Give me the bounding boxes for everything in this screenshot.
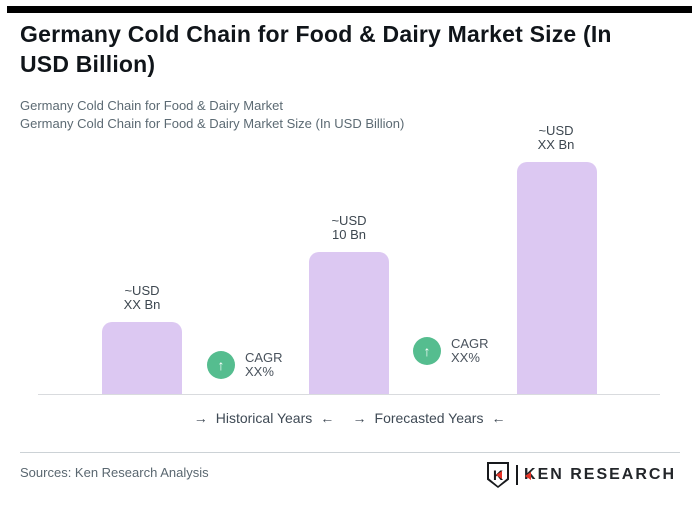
cagr-value: XX% — [451, 350, 480, 365]
cagr-label: CAGR — [245, 350, 283, 365]
up-arrow-glyph: ↑ — [423, 343, 431, 359]
bar-value-line: XX Bn — [537, 137, 575, 152]
cagr-badge-text: CAGR XX% — [245, 351, 283, 379]
top-black-bar — [7, 6, 692, 13]
emblem-red-arrow-icon — [496, 471, 502, 479]
cagr-value: XX% — [245, 364, 274, 379]
cagr-label: CAGR — [451, 336, 489, 351]
bar-value-line: ~USD — [124, 283, 160, 298]
bar-value-line: ~USD — [538, 123, 574, 138]
bar-value-line: XX Bn — [123, 297, 161, 312]
up-arrow-icon: ↑ — [413, 337, 441, 365]
left-arrow-icon: ← — [491, 410, 506, 426]
logo-separator — [516, 465, 518, 485]
up-arrow-glyph: ↑ — [217, 357, 225, 373]
footer-divider — [20, 452, 680, 453]
axis-group-label: Historical Years — [215, 410, 313, 426]
ken-research-logo: K K EN RESEARCH — [487, 461, 676, 489]
page-title-line1: Germany Cold Chain for Food & Dairy Mark… — [20, 21, 612, 47]
wordmark-red-arrow-icon — [524, 472, 531, 480]
sources-note: Sources: Ken Research Analysis — [20, 465, 209, 480]
logo-wordmark: K EN RESEARCH — [524, 466, 676, 484]
bar-value-line: ~USD — [331, 213, 367, 228]
bar-forecast — [517, 162, 597, 394]
chart-subtitle-line1: Germany Cold Chain for Food & Dairy Mark… — [20, 98, 283, 113]
bar-current — [309, 252, 389, 394]
right-arrow-icon: → — [352, 410, 367, 426]
bar-value-label-historical: ~USD XX Bn — [82, 284, 202, 312]
left-arrow-icon: ← — [320, 410, 335, 426]
axis-group-label: Forecasted Years — [374, 410, 484, 426]
bar-historical — [102, 322, 182, 394]
axis-group-historical-years: → Historical Years ← — [164, 409, 364, 427]
ken-research-emblem-icon: K — [487, 462, 509, 488]
cagr-badge-forecast: ↑ CAGR XX% — [413, 337, 489, 365]
page-title: Germany Cold Chain for Food & Dairy Mark… — [20, 19, 692, 79]
wordmark-rest: EN RESEARCH — [537, 466, 677, 483]
cagr-badge-historical: ↑ CAGR XX% — [207, 351, 283, 379]
up-arrow-icon: ↑ — [207, 351, 235, 379]
axis-group-forecasted-years: → Forecasted Years ← — [329, 409, 529, 427]
bar-value-label-current: ~USD 10 Bn — [289, 214, 409, 242]
chart-subtitle: Germany Cold Chain for Food & Dairy Mark… — [20, 97, 660, 133]
cagr-badge-text: CAGR XX% — [451, 337, 489, 365]
chart-subtitle-line2: Germany Cold Chain for Food & Dairy Mark… — [20, 116, 405, 131]
bar-value-label-forecast: ~USD XX Bn — [496, 124, 616, 152]
right-arrow-icon: → — [193, 410, 208, 426]
chart-baseline — [38, 394, 660, 395]
bar-value-line: 10 Bn — [332, 227, 366, 242]
page-title-line2: USD Billion) — [20, 51, 156, 77]
